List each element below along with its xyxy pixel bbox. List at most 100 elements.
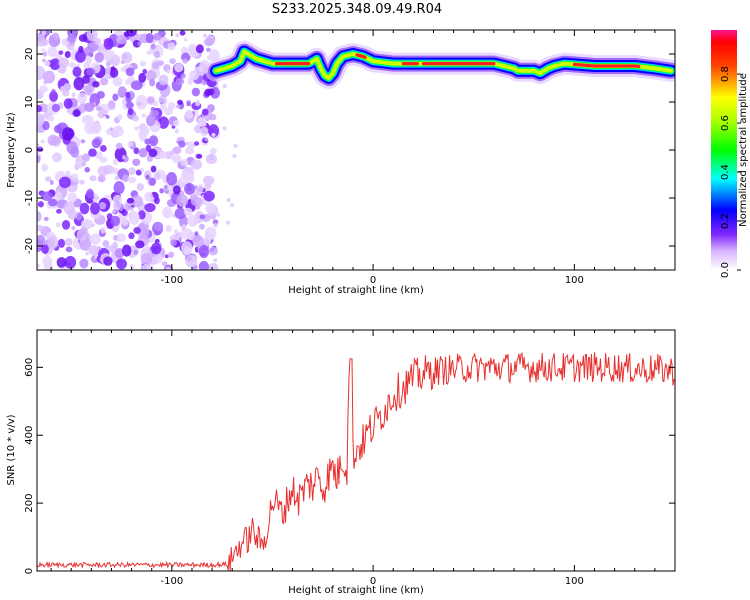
noise-blob [142, 68, 147, 75]
noise-blob [103, 256, 113, 266]
noise-blob [125, 91, 131, 99]
noise-blob [81, 114, 94, 125]
noise-blob [152, 61, 160, 70]
noise-blob [42, 58, 46, 63]
noise-blob [206, 47, 211, 52]
noise-blob [83, 46, 94, 57]
noise-blob [135, 169, 142, 176]
noise-blob [203, 190, 215, 202]
noise-blob [184, 182, 195, 195]
noise-blob [42, 120, 50, 131]
noise-blob [84, 166, 90, 173]
noise-blob [49, 90, 59, 102]
noise-blob [183, 37, 188, 42]
noise-blob [115, 142, 123, 150]
noise-blob [196, 153, 203, 159]
noise-blob [91, 138, 101, 149]
noise-blob [114, 175, 120, 181]
noise-blob [71, 226, 76, 230]
noise-blob [96, 91, 105, 99]
noise-blob [166, 172, 178, 186]
colorbar-tick-label: 0.4 [720, 164, 731, 180]
bottom-x-tick-label: 0 [370, 576, 376, 587]
chart-title: S233.2025.348.09.49.R04 [271, 2, 443, 17]
noise-blob [138, 72, 147, 83]
colorbar-gradient [711, 30, 737, 270]
noise-blob [198, 244, 210, 259]
noise-blob [49, 180, 54, 185]
noise-blob [105, 115, 110, 119]
noise-blob [205, 187, 210, 192]
noise-blob [140, 125, 150, 137]
noise-blob [81, 153, 91, 162]
noise-blob [88, 245, 99, 256]
colorbar-tick-label: 0.6 [720, 115, 731, 131]
noise-blob [93, 193, 98, 199]
noise-blob [80, 139, 86, 144]
bottom-x-tick-label: 100 [565, 576, 584, 587]
noise-blob [177, 231, 184, 238]
noise-blob [80, 226, 88, 235]
noise-blob [154, 221, 164, 232]
noise-blob [213, 222, 218, 228]
noise-blob [90, 202, 100, 215]
noise-blob [53, 32, 60, 41]
noise-blob [77, 160, 87, 168]
noise-blob [175, 33, 180, 37]
noise-blob [128, 211, 135, 220]
noise-blob [199, 126, 209, 137]
noise-blob [94, 52, 104, 63]
noise-blob [86, 30, 98, 42]
noise-blob [86, 188, 94, 199]
noise-blob [165, 266, 172, 270]
noise-blob [158, 95, 167, 104]
noise-blob [67, 209, 78, 220]
noise-blob [115, 43, 120, 47]
noise-blob [169, 58, 176, 65]
noise-blob [105, 60, 111, 67]
noise-blob [202, 80, 207, 85]
noise-blob [172, 185, 181, 195]
noise-blob [232, 153, 237, 158]
noise-blob [39, 85, 48, 93]
noise-blob [41, 48, 46, 52]
noise-blob [186, 173, 195, 184]
noise-blob [213, 258, 218, 263]
noise-blob [187, 214, 198, 227]
noise-blob [141, 113, 147, 118]
noise-blob [72, 66, 82, 78]
noise-blob [37, 33, 46, 47]
noise-blob [167, 42, 176, 51]
noise-blob [55, 222, 61, 228]
noise-blob [135, 94, 148, 110]
noise-blob [144, 202, 156, 213]
noise-blob [125, 67, 135, 77]
noise-blob [174, 128, 179, 134]
colorbar: 0.0 0.2 0.4 0.6 0.8 Normalized spectral ampl… [711, 30, 749, 278]
noise-blob [150, 165, 157, 173]
noise-blob [47, 235, 59, 250]
noise-blob [204, 226, 217, 240]
noise-blob [43, 216, 49, 221]
noise-blob [171, 125, 176, 129]
noise-blob [128, 232, 135, 240]
noise-blob [211, 132, 216, 137]
noise-blob [104, 243, 110, 249]
noise-blob [164, 151, 173, 160]
noise-blob [198, 65, 205, 73]
noise-blob [230, 203, 235, 208]
noise-blob [128, 176, 136, 184]
noise-blob [153, 196, 160, 205]
noise-blob [153, 172, 161, 181]
noise-blob [134, 126, 140, 131]
noise-blob [37, 211, 42, 222]
noise-blob [94, 37, 102, 46]
noise-blob [110, 66, 116, 71]
noise-blob [37, 104, 43, 113]
noise-blob [121, 218, 129, 227]
noise-blob [204, 137, 209, 142]
noise-blob [64, 238, 73, 246]
noise-blob [69, 62, 76, 68]
noise-blob [147, 96, 155, 104]
